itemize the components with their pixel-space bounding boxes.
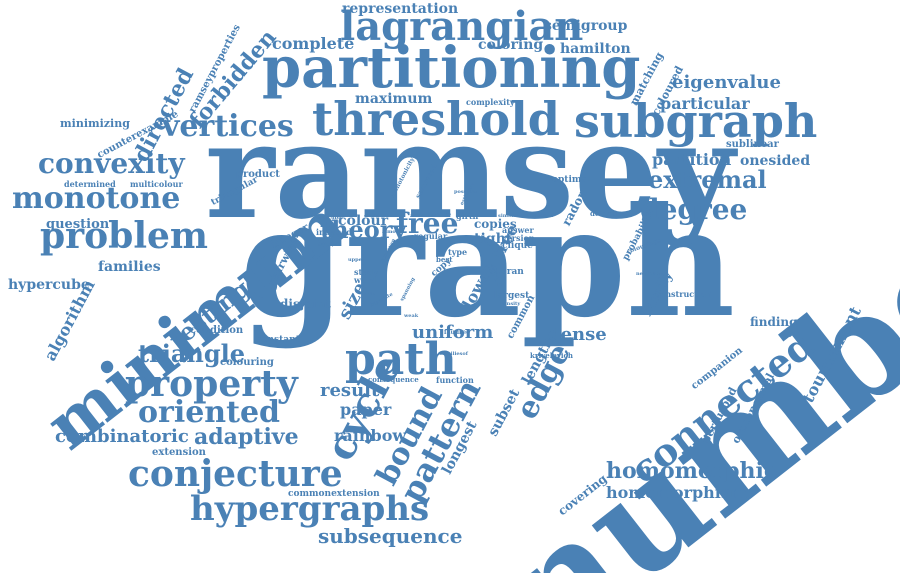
word-onesided: onesided <box>740 153 811 169</box>
word-possible: possible <box>454 189 477 195</box>
word-subsequence: subsequence <box>318 524 463 548</box>
word-representation: representation <box>342 1 459 17</box>
word-clique: clique <box>502 241 533 251</box>
word-induced: induced <box>316 227 352 237</box>
word-finding: finding <box>750 315 798 329</box>
word-another: another <box>410 213 432 219</box>
word-rainbow: rainbow <box>334 426 407 445</box>
word-disjoint: disjoint <box>280 297 331 311</box>
word-similar: similar <box>498 213 518 219</box>
word-partitioning: partitioning <box>262 35 641 101</box>
word-path: path <box>345 334 457 385</box>
word-construction: construction <box>655 289 713 299</box>
word-detection: detection <box>590 209 627 218</box>
word-conjecture: conjecture <box>128 453 343 495</box>
word-multicolour: multicolour <box>130 179 183 189</box>
word-version: version <box>502 233 535 243</box>
word-monotone: monotone <box>12 181 181 216</box>
word-krivelevich: krivelevich <box>530 351 573 360</box>
word-property: property <box>125 363 298 405</box>
word-eigenvalue: eigenvalue <box>672 72 781 93</box>
word-dense: dense <box>548 324 607 345</box>
word-adaptive: adaptive <box>194 424 299 450</box>
word-commonextension: commonextension <box>288 489 380 499</box>
word-maximum: maximum <box>355 91 433 107</box>
word-colouring: colouring <box>220 357 274 368</box>
word-graphs: graphs <box>318 241 338 247</box>
word-regular: regular <box>414 231 448 241</box>
word-constant: constant <box>256 335 300 345</box>
word-result: result <box>320 380 380 401</box>
word-method: method <box>532 213 554 219</box>
word-almost: almost <box>382 229 401 235</box>
word-weak: weak <box>404 313 419 319</box>
word-families: families <box>98 259 161 275</box>
word-complexity: complexity <box>466 97 515 107</box>
word-convexity: convexity <box>38 147 185 180</box>
word-particular: particular <box>660 94 750 113</box>
word-familiesof: familiesof <box>440 351 468 357</box>
word-homomorphic: homomorphic <box>606 458 778 484</box>
word-triangle: triangle <box>138 339 246 368</box>
word-lagrangian: lagrangian <box>340 3 584 50</box>
word-condition: condition <box>190 325 244 336</box>
word-consequence: consequence <box>368 375 419 384</box>
word-largest: largest <box>494 291 530 301</box>
word-graph: graph <box>240 175 736 351</box>
word-coloring: coloring <box>478 37 544 53</box>
word-copies: copies <box>474 217 517 231</box>
word-word: word <box>354 275 377 285</box>
word-order: order <box>362 291 378 297</box>
word-study: study <box>354 267 379 277</box>
word-extension: extension <box>152 447 206 458</box>
word-determined: determined <box>64 179 116 189</box>
word-homomorphism: homomorphism <box>606 483 747 502</box>
word-answer: answer <box>502 225 534 235</box>
word-semigroup: semigroup <box>544 18 628 34</box>
word-threshold: threshold <box>312 92 560 146</box>
word-theory: theory <box>320 215 407 244</box>
word-optimal: optimal <box>552 175 591 185</box>
word-extremal: extremal <box>648 165 767 194</box>
word-faudree: faudree <box>444 329 470 336</box>
word-hypercube: hypercube <box>8 277 90 293</box>
word-classical: classical <box>364 213 388 219</box>
word-girth: girth <box>456 211 479 221</box>
word-type: type <box>448 247 468 257</box>
word-partition: partition <box>652 150 732 169</box>
word-function: function <box>436 375 474 385</box>
word-minimizing: minimizing <box>60 117 130 130</box>
word-degree: degree <box>640 193 748 226</box>
word-tight: tight <box>474 231 513 247</box>
word-subcubic: subcubic <box>318 215 344 221</box>
word-combinatoric: combinatoric <box>55 426 189 447</box>
word-turan: turan <box>496 267 524 277</box>
word-product: product <box>236 169 280 180</box>
word-hamilton: hamilton <box>560 41 631 57</box>
word-neighbour: neighbour <box>636 271 665 277</box>
word-oriented: oriented <box>138 395 281 430</box>
word-question: question <box>46 217 110 232</box>
word-ramsey: ramsey <box>205 94 735 249</box>
word-upper: upper <box>348 257 365 263</box>
word-problem: problem <box>40 215 208 257</box>
word-more: more <box>428 209 452 219</box>
word-colour: colour <box>338 213 389 229</box>
word-complete: complete <box>272 34 355 53</box>
word-best: best <box>436 255 453 264</box>
word-uniform: uniform <box>412 322 494 343</box>
word-free: free <box>396 207 459 240</box>
word-sublinear: sublinear <box>726 139 779 150</box>
word-subgraph: subgraph <box>574 94 818 148</box>
word-vertices: vertices <box>162 109 294 144</box>
word-density: density <box>500 301 521 307</box>
word-paper: paper <box>340 400 392 419</box>
word-hypergraphs: hypergraphs <box>190 489 430 529</box>
